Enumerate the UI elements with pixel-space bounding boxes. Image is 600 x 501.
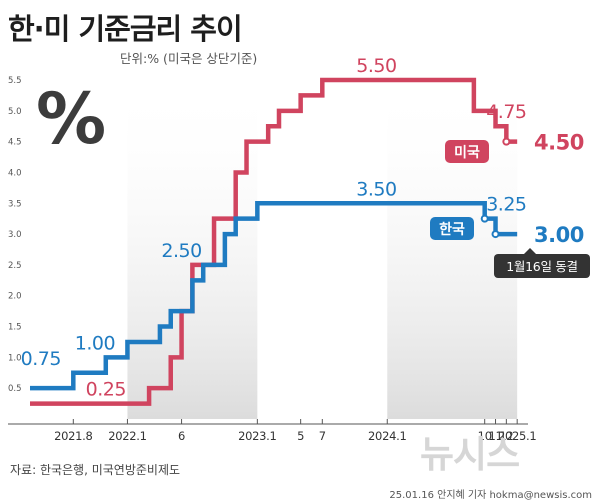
y-tick-label: 1.5 (8, 323, 22, 333)
x-tick-label: 7 (319, 429, 326, 443)
data-label: 4.75 (486, 101, 526, 123)
data-label: 2.50 (161, 240, 201, 262)
y-tick-label: 0.5 (8, 384, 22, 394)
y-tick-label: 2.0 (8, 292, 22, 302)
rate-marker (502, 137, 511, 146)
data-label: 3.50 (356, 178, 396, 200)
x-tick-label: 2021.8 (54, 429, 92, 443)
x-tick-label: 2022.1 (108, 429, 146, 443)
y-tick-label: 3.5 (8, 199, 22, 209)
shaded-period-1 (127, 80, 258, 419)
data-label: 0.75 (21, 348, 61, 370)
data-label: 5.50 (356, 55, 396, 77)
series-line-korea (30, 201, 518, 391)
data-label: 0.25 (86, 379, 126, 401)
callout-text: 1월16일 동결 (506, 259, 577, 274)
legend-badge (445, 140, 489, 163)
percent-icon: % (36, 78, 106, 160)
legend-badge (430, 217, 474, 240)
y-tick-label: 2.5 (8, 261, 22, 271)
newsis-logo: 뉴시스 (420, 433, 520, 476)
series-line-us (30, 77, 518, 406)
data-label: 3.00 (534, 223, 584, 247)
y-tick-label: 3.0 (8, 230, 22, 240)
y-tick-label: 4.5 (8, 138, 22, 148)
legend-label: 한국 (439, 222, 465, 238)
shaded-period-2 (387, 80, 518, 419)
x-tick-label: 6 (178, 429, 185, 443)
x-tick-label: 2025.1 (498, 429, 536, 443)
data-label: 3.25 (486, 194, 526, 216)
unit-note: 단위:% (미국은 상단기준) (120, 51, 258, 66)
data-label: 1.00 (75, 332, 115, 354)
rate-marker (491, 230, 500, 239)
callout-pointer (524, 248, 536, 254)
y-tick-label: 5.5 (8, 76, 22, 86)
legend-label: 미국 (454, 145, 480, 161)
callout-box (494, 254, 590, 278)
x-tick-label: 5 (297, 429, 304, 443)
data-label: 4.50 (534, 131, 584, 155)
y-tick-label: 5.0 (8, 107, 22, 117)
y-tick-label: 4.0 (8, 168, 22, 178)
credit-line: 25.01.16 안지혜 기자 hokma@newsis.com (389, 490, 592, 501)
x-tick-label: 12 (499, 429, 513, 443)
x-tick-label: 10 (478, 429, 492, 443)
page-title: 한·미 기준금리 추이 (8, 12, 243, 46)
rate-marker (480, 214, 489, 223)
x-tick-label: 11 (488, 429, 502, 443)
x-tick-label: 2024.1 (368, 429, 406, 443)
y-tick-label: 1.0 (8, 353, 22, 363)
x-tick-label: 2023.1 (238, 429, 276, 443)
source-note: 자료: 한국은행, 미국연방준비제도 (10, 463, 181, 477)
